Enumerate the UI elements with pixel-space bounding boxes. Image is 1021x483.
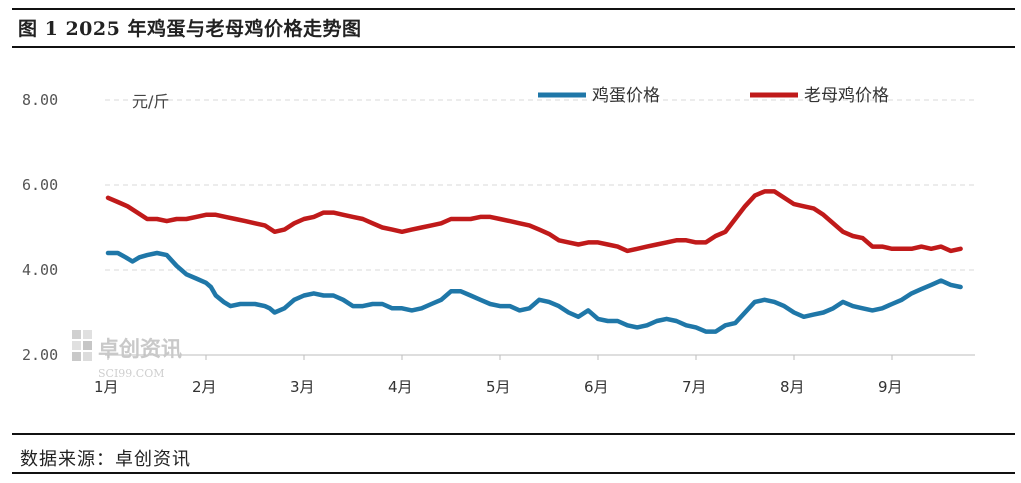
x-tick-label: 9月 bbox=[878, 378, 903, 396]
x-tick-label: 6月 bbox=[584, 378, 609, 396]
x-axis-ticks: 1月 2月 3月 4月 5月 6月 7月 8月 9月 bbox=[94, 355, 903, 396]
x-tick-label: 4月 bbox=[388, 378, 413, 396]
grid-lines bbox=[105, 99, 975, 356]
hen-price-line bbox=[105, 189, 963, 254]
watermark-site: SCI99.COM bbox=[98, 367, 165, 380]
x-tick-label: 7月 bbox=[682, 378, 707, 396]
x-tick-label: 2月 bbox=[192, 378, 217, 396]
y-axis-ticks: 2.00 4.00 6.00 8.00 bbox=[22, 91, 58, 364]
page-title: 图 1 2025 年鸡蛋与老母鸡价格走势图 bbox=[18, 18, 362, 40]
legend-egg-label: 鸡蛋价格 bbox=[592, 86, 660, 106]
watermark: 卓创资讯 SCI99.COM bbox=[72, 330, 182, 380]
x-tick-label: 1月 bbox=[94, 378, 119, 396]
top-rule bbox=[12, 8, 1015, 10]
y-tick-label: 6.00 bbox=[22, 176, 58, 194]
x-tick-label: 5月 bbox=[486, 378, 511, 396]
source-note: 数据来源：卓创资讯 bbox=[20, 449, 191, 470]
legend-hen-label: 老母鸡价格 bbox=[804, 86, 889, 106]
series-lines bbox=[105, 189, 963, 334]
x-tick-label: 8月 bbox=[780, 378, 805, 396]
title-rule bbox=[12, 46, 1015, 48]
x-tick-label: 3月 bbox=[290, 378, 315, 396]
egg-price-line bbox=[105, 250, 963, 334]
footer-rule bbox=[12, 472, 1015, 474]
watermark-name: 卓创资讯 bbox=[98, 337, 182, 361]
y-tick-label: 8.00 bbox=[22, 91, 58, 109]
y-tick-label: 4.00 bbox=[22, 261, 58, 279]
watermark-logo-icon bbox=[72, 330, 92, 361]
y-axis-unit: 元/斤 bbox=[132, 92, 169, 111]
bottom-rule bbox=[12, 433, 1015, 435]
y-tick-label: 2.00 bbox=[22, 346, 58, 364]
legend: 鸡蛋价格 老母鸡价格 bbox=[538, 86, 889, 106]
